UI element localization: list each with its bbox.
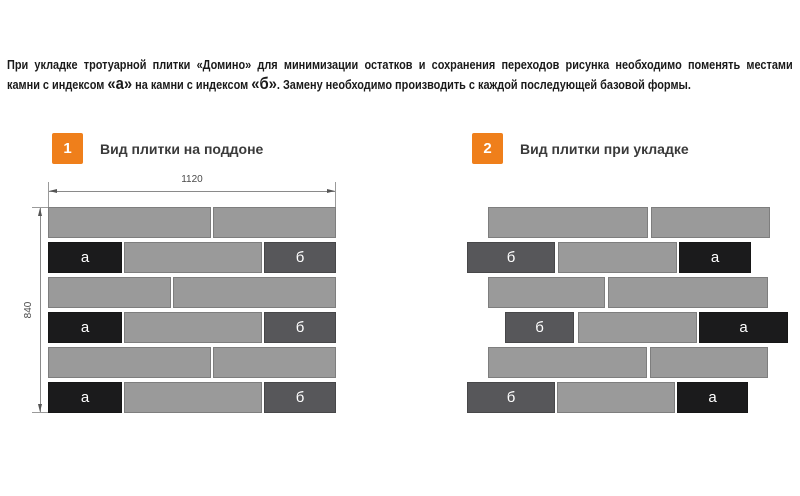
tile-label: а — [710, 249, 720, 266]
tile-gray — [124, 382, 262, 413]
intro-line-2: камни с индексом «а» на камни с индексом… — [7, 75, 793, 95]
tile-b: б — [467, 242, 555, 273]
tile-label: б — [295, 319, 305, 336]
pallet-diagram: а б а б а б — [48, 207, 336, 413]
intro-paragraph: При укладке тротуарной плитки «Домино» д… — [7, 56, 793, 95]
tile-b: б — [264, 242, 336, 273]
tile-label: б — [535, 319, 544, 336]
tile-gray — [124, 242, 262, 273]
tile-label: а — [708, 389, 717, 406]
height-dimension-line — [37, 208, 42, 412]
laying-diagram: б а б а б а — [467, 207, 788, 413]
tile-gray — [488, 347, 647, 378]
index-letter-emphasis: «б» — [251, 73, 277, 93]
tile-label: а — [80, 319, 90, 336]
tile-gray — [173, 277, 336, 308]
height-dimension-label: 840 — [22, 301, 34, 319]
tile-gray — [488, 277, 605, 308]
intro-text-segment: . Замену необходимо производить с каждой… — [276, 77, 691, 92]
extension-line — [335, 182, 336, 207]
section-2-number-badge: 2 — [472, 133, 503, 164]
section-1-number-badge: 1 — [52, 133, 83, 164]
tile-gray — [48, 277, 171, 308]
tile-gray — [578, 312, 697, 343]
intro-line-1: При укладке тротуарной плитки «Домино» д… — [7, 58, 793, 72]
tile-label: б — [295, 389, 305, 406]
tile-gray — [48, 207, 211, 238]
tile-gray — [558, 242, 677, 273]
section-2-title: Вид плитки при укладке — [520, 141, 689, 157]
arrow-right-icon — [327, 188, 335, 193]
width-dimension: 1120 — [48, 174, 336, 207]
tile-a: а — [677, 382, 748, 413]
intro-text-segment: на камни с индексом — [132, 77, 252, 92]
tile-b: б — [264, 312, 336, 343]
index-letter-emphasis: «а» — [107, 73, 133, 93]
tile-a: а — [48, 382, 122, 413]
width-dimension-line — [49, 188, 335, 193]
tile-label: б — [295, 249, 305, 266]
section-1-title: Вид плитки на поддоне — [100, 141, 264, 157]
tile-a: а — [48, 312, 122, 343]
tile-gray — [48, 347, 211, 378]
arrow-left-icon — [49, 188, 57, 193]
tile-gray — [557, 382, 675, 413]
extension-line — [32, 207, 49, 208]
height-dimension: 840 — [23, 207, 49, 413]
tile-a: а — [48, 242, 122, 273]
tile-gray — [608, 277, 768, 308]
tile-gray — [213, 347, 336, 378]
tile-label: а — [80, 389, 90, 406]
width-dimension-label: 1120 — [181, 174, 203, 185]
tile-gray — [651, 207, 770, 238]
tile-label: а — [739, 319, 748, 336]
tile-label: б — [506, 249, 516, 266]
tile-gray — [124, 312, 262, 343]
tile-a: а — [679, 242, 751, 273]
arrow-down-icon — [37, 404, 42, 412]
tile-b: б — [264, 382, 336, 413]
arrow-up-icon — [37, 208, 42, 216]
extension-line — [48, 182, 49, 207]
tile-a: а — [699, 312, 788, 343]
tile-label: б — [506, 389, 516, 406]
tile-b: б — [467, 382, 555, 413]
tile-gray — [650, 347, 768, 378]
tile-gray — [213, 207, 336, 238]
tile-label: а — [80, 249, 90, 266]
intro-text-segment: камни с индексом — [7, 77, 108, 92]
tile-b: б — [505, 312, 574, 343]
tile-gray — [488, 207, 648, 238]
extension-line — [32, 412, 49, 413]
